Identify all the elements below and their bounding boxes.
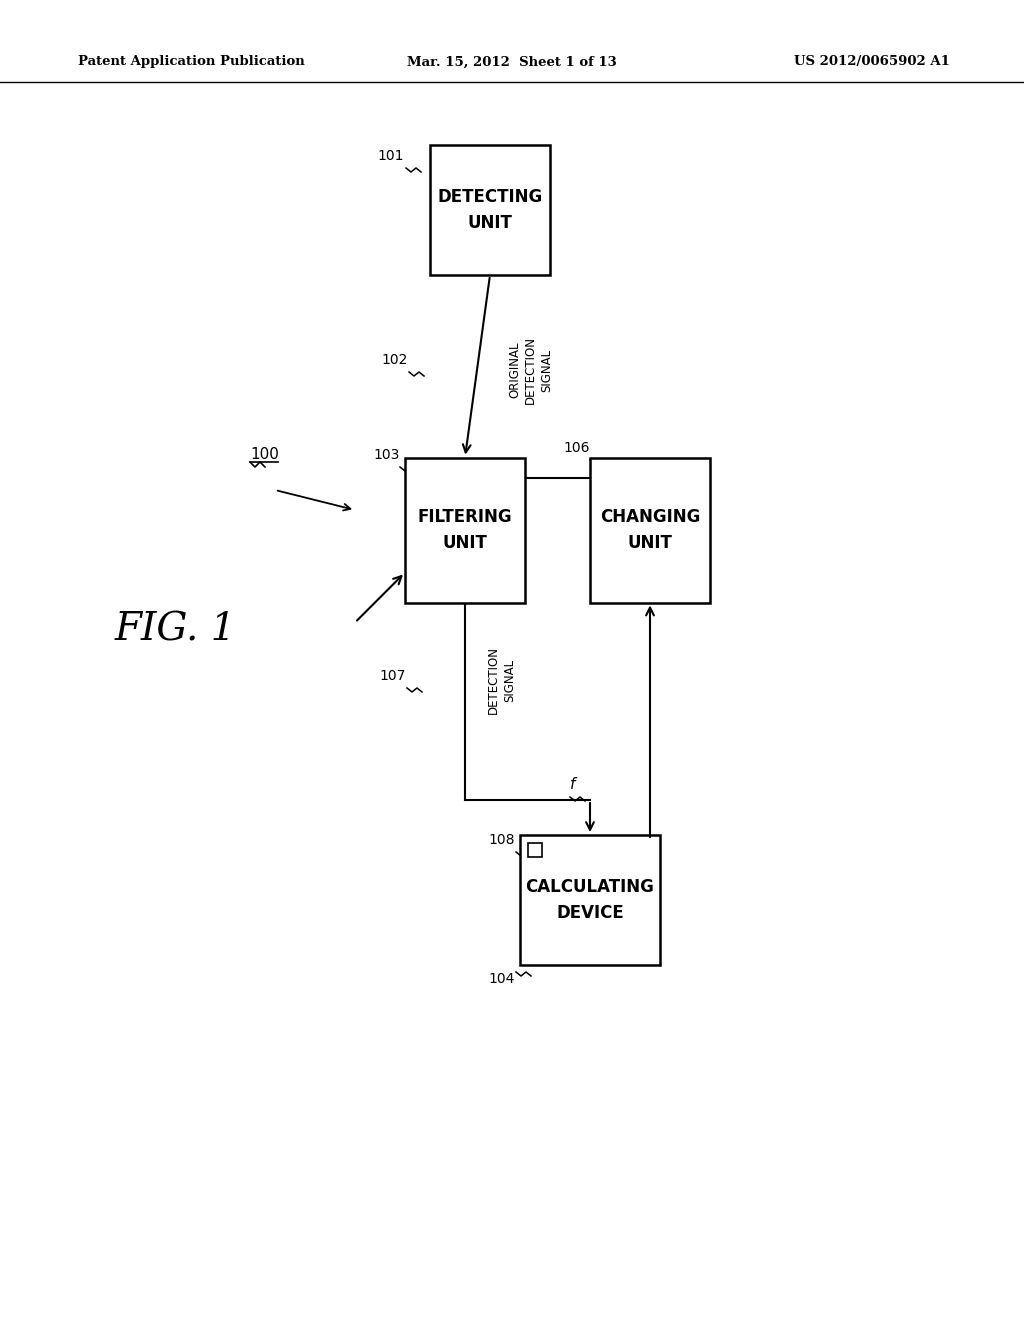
Text: 103: 103 bbox=[374, 447, 400, 462]
Bar bbox=[590, 458, 710, 602]
Text: US 2012/0065902 A1: US 2012/0065902 A1 bbox=[795, 55, 950, 69]
Text: 106: 106 bbox=[563, 441, 590, 455]
Text: FIG. 1: FIG. 1 bbox=[115, 611, 236, 648]
Text: 102: 102 bbox=[382, 352, 408, 367]
Text: FILTERING
UNIT: FILTERING UNIT bbox=[418, 508, 512, 552]
Text: CALCULATING
DEVICE: CALCULATING DEVICE bbox=[525, 879, 654, 921]
Text: 107: 107 bbox=[380, 669, 406, 682]
Text: Patent Application Publication: Patent Application Publication bbox=[78, 55, 305, 69]
Bar bbox=[520, 836, 660, 965]
Text: ORIGINAL
DETECTION
SIGNAL: ORIGINAL DETECTION SIGNAL bbox=[508, 337, 553, 404]
Text: CHANGING
UNIT: CHANGING UNIT bbox=[600, 508, 700, 552]
Text: 108: 108 bbox=[488, 833, 515, 847]
Bar bbox=[528, 843, 542, 857]
Text: 104: 104 bbox=[488, 972, 515, 986]
Text: 101: 101 bbox=[378, 149, 404, 162]
Text: 100: 100 bbox=[250, 447, 279, 462]
Bar bbox=[430, 145, 550, 275]
Text: f: f bbox=[570, 777, 575, 792]
Bar bbox=[406, 458, 525, 602]
Text: DETECTING
UNIT: DETECTING UNIT bbox=[437, 189, 543, 231]
Text: DETECTION
SIGNAL: DETECTION SIGNAL bbox=[487, 645, 516, 714]
Text: Mar. 15, 2012  Sheet 1 of 13: Mar. 15, 2012 Sheet 1 of 13 bbox=[408, 55, 616, 69]
